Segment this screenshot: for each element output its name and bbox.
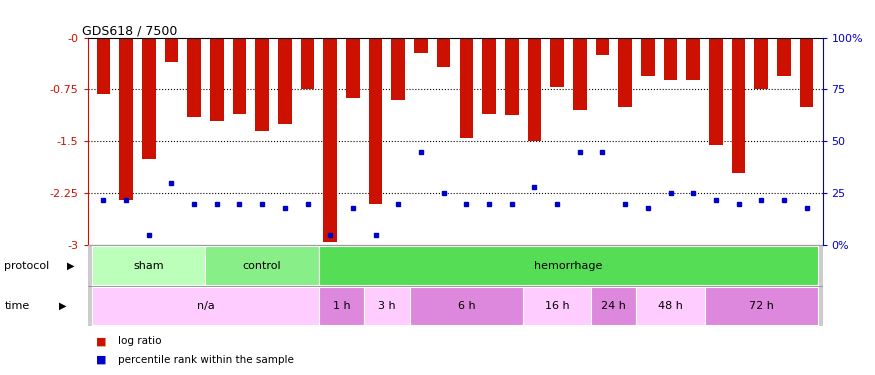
Text: percentile rank within the sample: percentile rank within the sample (118, 355, 294, 365)
Bar (777, 38, 791, 76)
Bar (482, 38, 496, 114)
Bar (255, 38, 269, 131)
Text: ▶: ▶ (59, 301, 66, 311)
Bar (709, 38, 723, 145)
Bar (754, 38, 768, 90)
Text: 24 h: 24 h (601, 301, 626, 311)
Text: ■: ■ (96, 355, 107, 365)
Bar (364, 286, 410, 326)
Bar (301, 38, 314, 90)
Text: 16 h: 16 h (545, 301, 570, 311)
Text: time: time (4, 301, 30, 311)
Text: ▶: ▶ (67, 261, 75, 271)
Bar (278, 38, 291, 124)
Bar (686, 38, 700, 81)
Text: 6 h: 6 h (458, 301, 475, 311)
Text: 48 h: 48 h (658, 301, 683, 311)
Bar (346, 38, 360, 99)
Bar (664, 38, 677, 81)
Bar (92, 246, 206, 285)
Bar (641, 38, 654, 76)
Bar (96, 38, 110, 94)
Bar (119, 38, 133, 200)
Text: 72 h: 72 h (749, 301, 774, 311)
Bar (596, 38, 609, 55)
Bar (528, 38, 542, 141)
Text: GDS618 / 7500: GDS618 / 7500 (81, 24, 177, 38)
Bar (318, 286, 364, 326)
Text: hemorrhage: hemorrhage (535, 261, 603, 271)
Text: log ratio: log ratio (118, 336, 162, 346)
Bar (142, 38, 156, 159)
Bar (592, 286, 636, 326)
Bar (459, 38, 473, 138)
Bar (92, 286, 318, 326)
Bar (437, 38, 451, 67)
Bar (368, 38, 382, 204)
Text: 3 h: 3 h (378, 301, 396, 311)
Bar (523, 286, 592, 326)
Text: sham: sham (134, 261, 164, 271)
Bar (414, 38, 428, 53)
Bar (636, 286, 704, 326)
Text: n/a: n/a (197, 301, 214, 311)
Text: control: control (243, 261, 282, 271)
Bar (619, 38, 632, 107)
Bar (206, 246, 318, 285)
Bar (391, 38, 405, 100)
Bar (164, 38, 178, 62)
Bar (573, 38, 586, 110)
Bar (505, 38, 519, 115)
Bar (233, 38, 246, 114)
Text: ■: ■ (96, 336, 107, 346)
Bar (187, 38, 201, 117)
Bar (318, 246, 818, 285)
Bar (410, 286, 523, 326)
Bar (704, 286, 818, 326)
Bar (210, 38, 224, 121)
Bar (550, 38, 564, 87)
Bar (800, 38, 814, 107)
Bar (324, 38, 337, 242)
Bar (732, 38, 746, 172)
Text: protocol: protocol (4, 261, 50, 271)
Text: 1 h: 1 h (332, 301, 350, 311)
